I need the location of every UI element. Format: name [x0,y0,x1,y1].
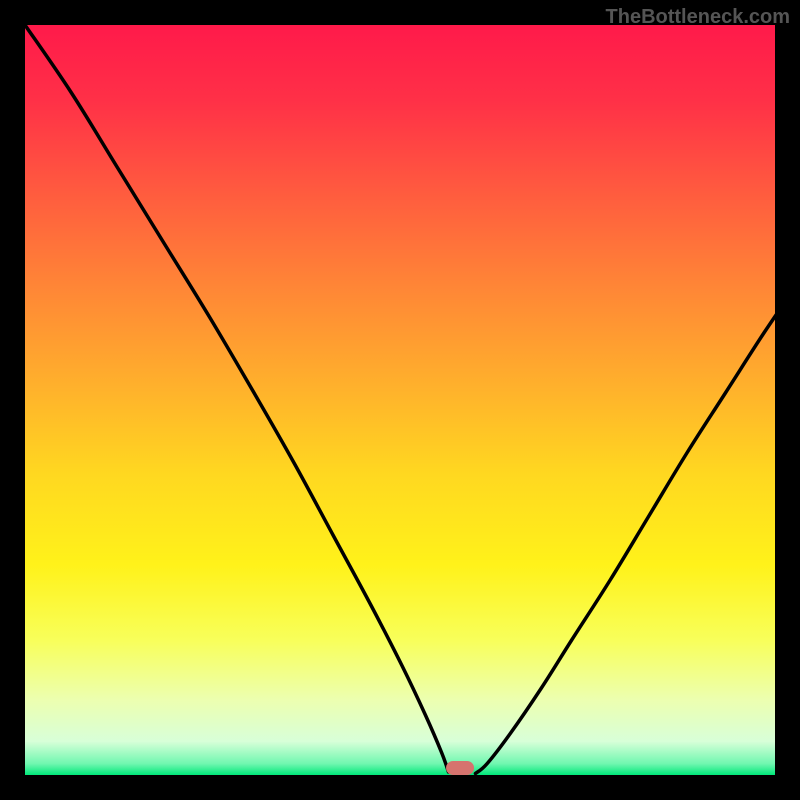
optimal-marker [446,761,474,775]
chart-container: TheBottleneck.com [0,0,800,800]
watermark-text: TheBottleneck.com [606,6,790,29]
bottleneck-chart [0,0,800,800]
chart-background [25,25,795,775]
